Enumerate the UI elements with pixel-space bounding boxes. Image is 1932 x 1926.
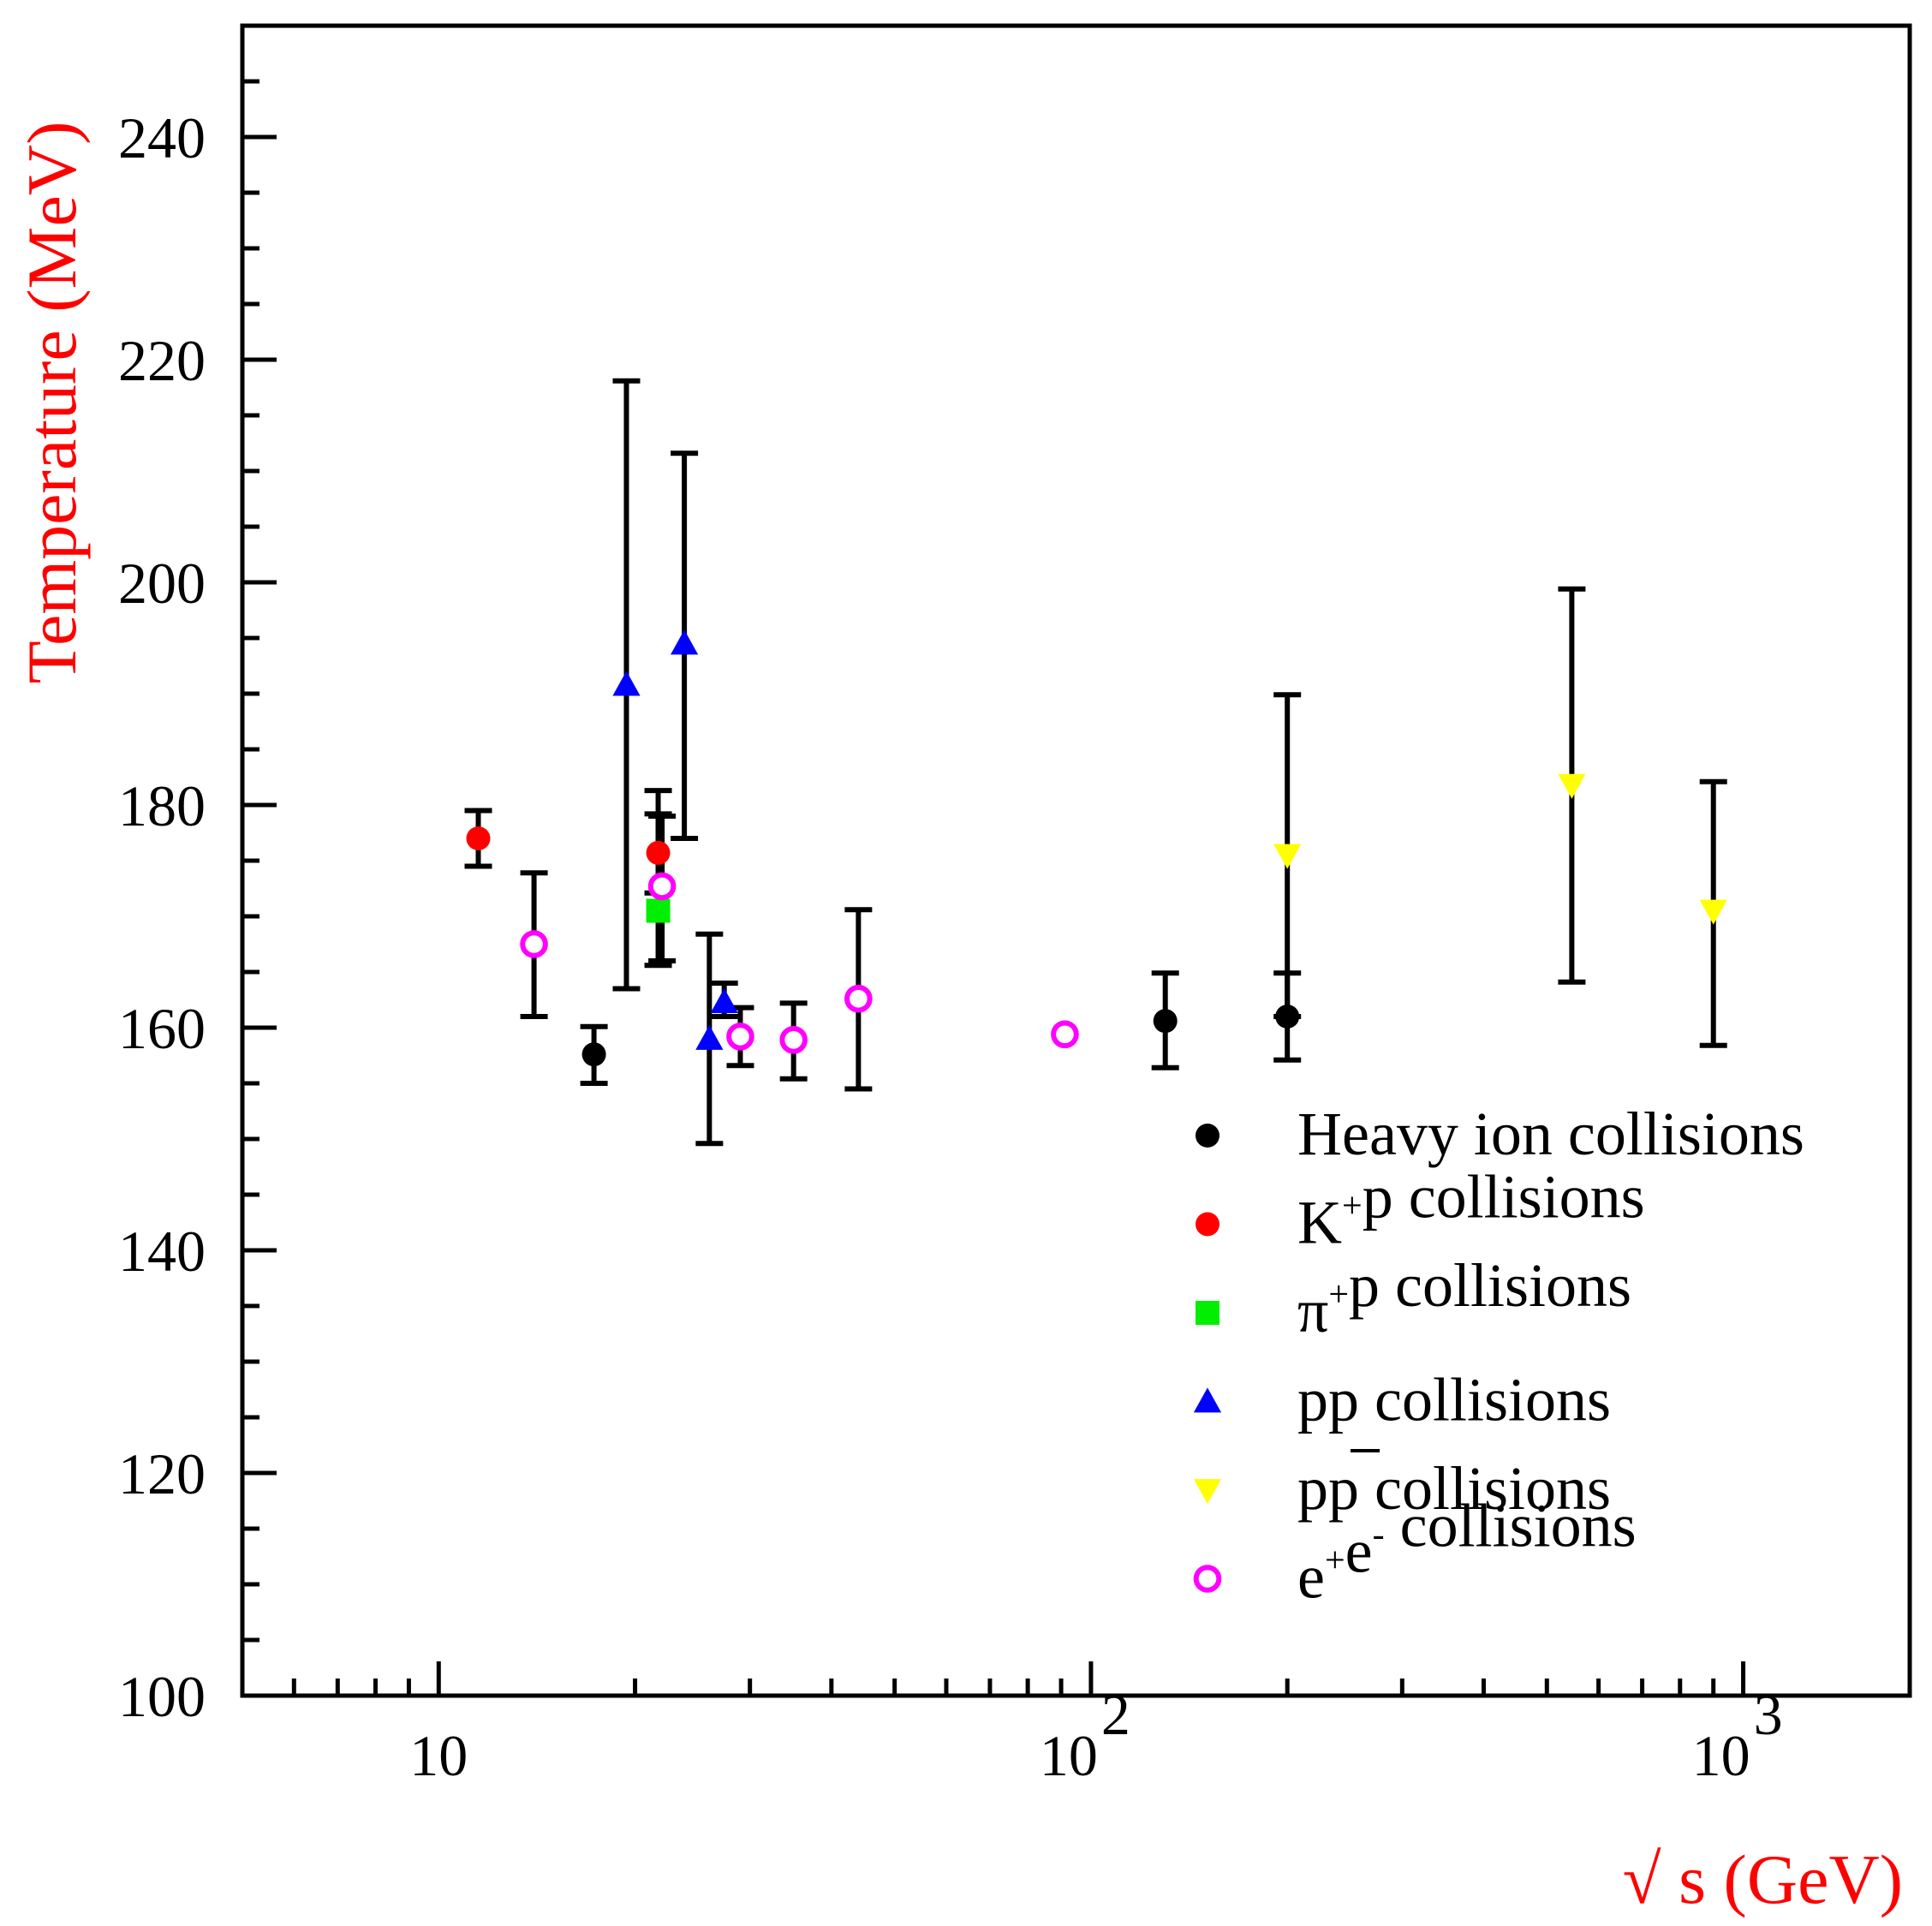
legend-entry: Heavy ion collisions <box>1196 1100 1804 1168</box>
data-point <box>646 840 671 865</box>
legend-label-text: collisions <box>1385 1492 1637 1560</box>
legend-label-superscript: - <box>1373 1516 1385 1555</box>
legend-entry: π+p collisions <box>1196 1251 1631 1345</box>
legend-label: K+p collisions <box>1297 1163 1645 1257</box>
legend-symbol <box>1196 1124 1219 1148</box>
legend-label: e+e- collisions <box>1297 1492 1637 1612</box>
y-tick-label: 120 <box>118 1441 206 1506</box>
x-tick-base: 10 <box>1692 1723 1750 1788</box>
data-point <box>670 629 699 655</box>
y-tick-label: 180 <box>118 773 206 838</box>
legend-label-text: e <box>1345 1518 1373 1586</box>
plot-frame <box>240 23 1912 1698</box>
data-point <box>695 1024 724 1050</box>
y-tick-label: 240 <box>118 105 206 170</box>
legend-symbol <box>1193 1387 1222 1413</box>
y-tick-label: 140 <box>118 1219 206 1284</box>
y-tick-label: 220 <box>118 328 206 393</box>
data-point <box>612 671 641 696</box>
x-axis-title: √ s (GeV) <box>1623 1840 1903 1918</box>
data-point <box>466 826 491 850</box>
error-bars <box>464 378 1727 1147</box>
legend-label: Heavy ion collisions <box>1297 1100 1804 1168</box>
legend-symbol <box>1196 1301 1219 1325</box>
legend-entry: e+e- collisions <box>1193 1492 1637 1612</box>
legend-label: pp collisions <box>1297 1454 1611 1523</box>
data-point <box>1699 899 1727 925</box>
legend-label: pp collisions <box>1297 1366 1611 1434</box>
legend-label-text: p collisions <box>1349 1251 1631 1320</box>
legend-label-text: pp collisions <box>1297 1454 1611 1523</box>
x-tick-label: 102 <box>1040 1682 1130 1788</box>
legend-label-text: K <box>1297 1189 1342 1257</box>
data-point <box>844 984 873 1013</box>
data-point <box>1275 1005 1300 1029</box>
legend-symbol <box>1193 1565 1222 1593</box>
data-point <box>1153 1009 1178 1034</box>
data-markers <box>466 629 1727 1067</box>
y-tick-label: 100 <box>118 1664 206 1729</box>
legend-label-superscript: + <box>1325 1541 1345 1581</box>
data-point <box>520 930 548 958</box>
legend-label-text: p collisions <box>1363 1163 1645 1231</box>
axis-ticks <box>240 23 1746 1698</box>
legend-symbol <box>1196 1212 1219 1237</box>
data-point <box>1273 844 1302 869</box>
data-point <box>581 1042 606 1067</box>
legend-label-superscript: + <box>1342 1187 1363 1226</box>
legend-label-text: π <box>1297 1277 1328 1345</box>
legend-label-text: pp collisions <box>1297 1366 1611 1434</box>
data-point <box>1051 1020 1079 1049</box>
legend-entry: K+p collisions <box>1196 1163 1645 1257</box>
x-tick-exponent: 2 <box>1101 1682 1130 1747</box>
legend-entry: pp collisions <box>1193 1366 1611 1434</box>
legend-symbol <box>1193 1479 1222 1505</box>
y-axis-title: Temperature (MeV) <box>13 122 91 684</box>
y-tick-label: 160 <box>118 996 206 1061</box>
x-tick-label: 10 <box>409 1723 468 1788</box>
x-tick-base: 10 <box>1040 1723 1098 1788</box>
data-point <box>779 1026 808 1054</box>
legend-label-text: Heavy ion collisions <box>1297 1100 1804 1168</box>
y-tick-labels: 100 120 140 160 180 200 220 240 <box>118 105 206 1729</box>
data-point <box>647 872 677 901</box>
legend-label: π+p collisions <box>1297 1251 1631 1345</box>
data-point <box>710 988 738 1013</box>
data-point <box>726 1023 754 1051</box>
x-tick-base: 10 <box>409 1723 468 1788</box>
legend-label-text: e <box>1297 1543 1325 1612</box>
legend-label-superscript: + <box>1328 1275 1349 1315</box>
data-point <box>1558 773 1586 799</box>
x-tick-label: 103 <box>1692 1682 1783 1788</box>
legend-entry: pp collisions <box>1193 1449 1611 1523</box>
y-tick-label: 200 <box>118 551 206 616</box>
data-point <box>646 898 671 923</box>
x-tick-exponent: 3 <box>1754 1682 1783 1747</box>
